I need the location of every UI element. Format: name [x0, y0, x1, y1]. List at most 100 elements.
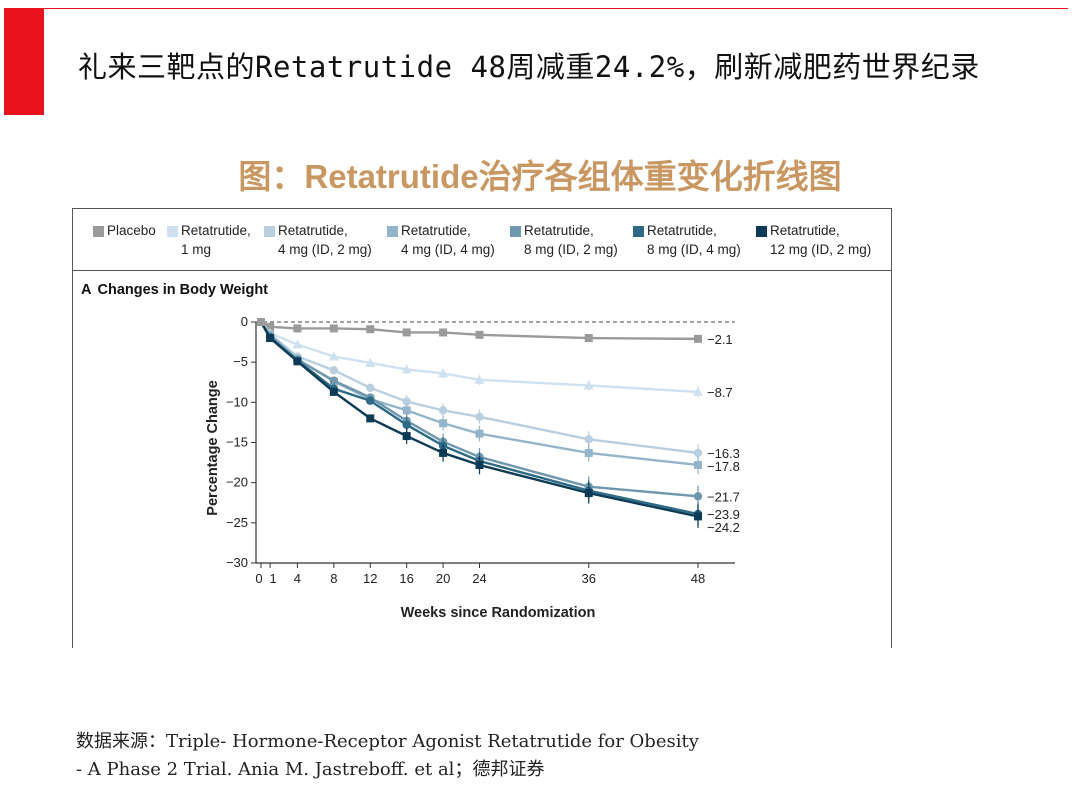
x-tick-label: 20 [436, 571, 450, 586]
data-point-r1 [401, 364, 412, 374]
legend-swatch [167, 226, 178, 237]
line-chart: Percentage Change Weeks since Randomizat… [205, 314, 740, 621]
x-tick-label: 1 [269, 571, 276, 586]
legend-label: Retatrutide, [401, 223, 471, 238]
data-point-r4_4 [475, 429, 484, 438]
y-tick-label: −15 [226, 435, 248, 450]
data-point-placebo [366, 325, 375, 334]
data-point-r1 [693, 386, 703, 396]
data-point-r8_4 [366, 396, 375, 405]
x-tick-label: 12 [363, 571, 377, 586]
data-point-r4_2 [584, 435, 593, 444]
legend-item-retatrutide-4mg-id4: Retatrutide, 4 mg (ID, 4 mg) [387, 221, 495, 259]
x-axis-title: Weeks since Randomization [401, 605, 596, 621]
figure-panel: Placebo Retatrutide, 1 mg Retatrutide, 4… [72, 208, 892, 648]
panel-heading: A Changes in Body Weight [81, 282, 268, 298]
legend-label: Retatrutide, [278, 223, 348, 238]
series-line-r12_2 [259, 321, 699, 518]
data-point-r1 [583, 380, 594, 390]
data-point-r8_2 [329, 376, 339, 385]
legend-swatch [264, 226, 275, 237]
end-value-label-r4_4: −17.8 [707, 459, 740, 474]
x-tick-label: 8 [330, 571, 337, 586]
x-tick-label: 36 [582, 571, 596, 586]
y-tick-label: −20 [226, 475, 248, 490]
y-tick-label: −5 [233, 354, 248, 369]
legend-item-placebo: Placebo [93, 221, 156, 240]
data-point-placebo [329, 324, 338, 333]
legend-sublabel: 4 mg (ID, 4 mg) [401, 242, 495, 257]
data-point-r4_2 [329, 366, 339, 375]
legend-label: Retatrutide, [181, 223, 251, 238]
data-point-r4_2 [366, 383, 375, 393]
data-point-r12_2 [694, 512, 702, 521]
legend-swatch [93, 226, 104, 237]
source-line-1: 数据来源：Triple- Hormone-Receptor Agonist Re… [76, 731, 699, 752]
y-tick-label: −10 [226, 394, 248, 409]
series-line-r4_2 [260, 321, 699, 455]
end-value-label-r1: −8.7 [707, 385, 733, 400]
plot-area: 0−5−10−15−20−25−300 1 4 8 12 16 20 24 36 48−2.1−8… [226, 314, 740, 586]
data-point-r8_2 [693, 492, 703, 501]
legend-sublabel: 12 mg (ID, 2 mg) [770, 242, 872, 257]
data-point-r12_2 [293, 357, 302, 366]
legend-label: Retatrutide, [647, 223, 717, 238]
x-tick-label: 4 [294, 571, 301, 586]
y-axis-title: Percentage Change [205, 380, 221, 515]
data-point-placebo [402, 328, 411, 337]
legend-sublabel: 1 mg [181, 242, 212, 257]
header-accent-bar [4, 8, 44, 115]
legend-swatch [756, 226, 767, 237]
legend-swatch [510, 226, 521, 237]
legend-label: Retatrutide, [770, 223, 840, 238]
data-point-r1 [328, 351, 339, 361]
data-point-r4_4 [402, 406, 411, 415]
x-tick-label: 0 [255, 571, 262, 586]
data-point-r12_2 [329, 387, 338, 396]
data-point-r4_2 [402, 397, 411, 406]
data-point-r4_2 [475, 412, 484, 421]
data-point-r12_2 [266, 334, 275, 343]
data-point-r12_2 [475, 460, 484, 469]
legend-sublabel: 8 mg (ID, 2 mg) [524, 242, 618, 257]
end-value-label-placebo: −2.1 [707, 332, 733, 347]
x-tick-label: 48 [691, 571, 705, 586]
x-tick-label: 24 [472, 571, 486, 586]
legend-sublabel: 8 mg (ID, 4 mg) [647, 242, 741, 257]
data-point-r12_2 [402, 432, 411, 441]
chart-legend: Placebo Retatrutide, 1 mg Retatrutide, 4… [73, 209, 891, 271]
data-point-r4_2 [438, 406, 448, 415]
data-point-r4_4 [439, 419, 448, 428]
y-tick-label: 0 [241, 314, 248, 329]
source-note: 数据来源：Triple- Hormone-Receptor Agonist Re… [76, 728, 699, 784]
source-line-2: - A Phase 2 Trial. Ania M. Jastreboff. e… [76, 759, 545, 780]
legend-label: Placebo [107, 223, 156, 238]
data-point-placebo [266, 322, 275, 331]
end-value-label-r8_4: −23.9 [707, 507, 740, 522]
figure-title: 图：Retatrutide治疗各组体重变化折线图 [238, 158, 842, 195]
data-point-placebo [694, 334, 702, 343]
series-line-placebo [260, 320, 699, 341]
data-point-r1 [474, 374, 485, 384]
panel-title: Changes in Body Weight [97, 282, 269, 298]
legend-item-retatrutide-12mg-id2: Retatrutide, 12 mg (ID, 2 mg) [756, 221, 872, 259]
legend-item-retatrutide-8mg-id4: Retatrutide, 8 mg (ID, 4 mg) [633, 221, 741, 259]
data-point-r1 [292, 339, 303, 349]
legend-swatch [387, 226, 398, 237]
data-point-r4_4 [584, 448, 593, 457]
data-point-r12_2 [366, 414, 375, 423]
data-point-r12_2 [439, 448, 448, 457]
data-point-r4_2 [693, 448, 703, 458]
data-point-r1 [438, 368, 449, 378]
end-value-label-r4_2: −16.3 [707, 446, 740, 461]
y-axis-title-group: Percentage Change [205, 380, 221, 515]
end-value-label-r12_2: −24.2 [707, 520, 740, 535]
y-tick-label: −30 [226, 555, 248, 570]
x-tick-label: 16 [399, 571, 413, 586]
legend-swatch [633, 226, 644, 237]
data-point-placebo [439, 328, 448, 337]
end-value-label-r8_2: −21.7 [707, 489, 740, 504]
data-point-baseline [257, 318, 265, 326]
data-point-placebo [293, 324, 302, 333]
legend-item-retatrutide-4mg-id2: Retatrutide, 4 mg (ID, 2 mg) [264, 221, 372, 259]
